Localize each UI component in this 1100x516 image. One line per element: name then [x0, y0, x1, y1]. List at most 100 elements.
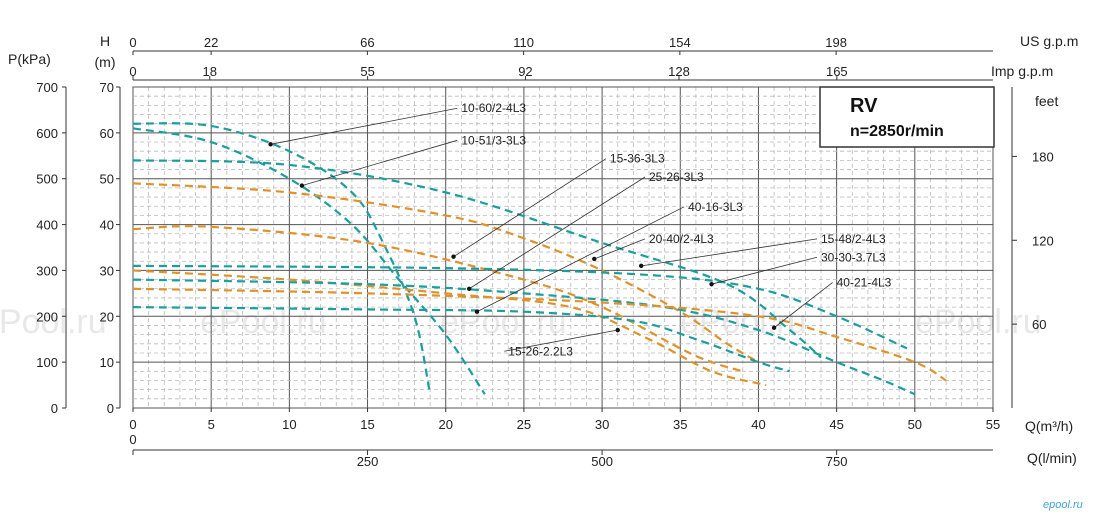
annotation-leader: [773, 282, 833, 329]
annotation-leader: [453, 158, 607, 258]
feet-axis-label: feet: [1035, 93, 1058, 109]
imp-tick-label: 165: [826, 64, 848, 79]
curve-40-21-4L3: [132, 287, 947, 382]
lmin-axis-label: Q(l/min): [1027, 450, 1077, 466]
lmin-tick-label: 750: [826, 454, 848, 469]
annotation-dot: [474, 309, 480, 314]
imp-tick-label: 0: [129, 64, 136, 79]
annotation-label: 15-26-2.2L3: [508, 344, 573, 358]
annotation-label: 40-16-3L3: [688, 200, 743, 214]
feet-tick-label: 180: [1032, 149, 1054, 164]
annotation-label: 15-36-3L3: [610, 152, 665, 166]
h-tick-label: 0: [107, 401, 114, 416]
h-tick-label: 30: [100, 263, 114, 278]
kpa-tick-label: 600: [36, 126, 58, 141]
annotation-leader: [468, 176, 646, 290]
lmin-tick-label: 250: [357, 454, 379, 469]
site-mark: epool.ru: [1043, 499, 1083, 511]
annotation-leader: [594, 238, 646, 260]
annotation-label: 30-30-3.7L3: [821, 250, 886, 264]
curve-10-51/3-3L3: [132, 127, 486, 395]
imp-axis-label: Imp g.p.m: [991, 63, 1053, 79]
h-tick-label: 70: [100, 80, 114, 95]
x-tick-label: 5: [208, 417, 215, 432]
curve-15-26-2.2L3: [132, 306, 791, 373]
watermark: ePool.ru: [440, 303, 567, 341]
x-tick-label: 50: [908, 417, 922, 432]
us-tick-label: 198: [825, 35, 847, 50]
annotations: 10-60/2-4L3 10-51/3-3L3 15-36-3L3 25-26-3L3…: [268, 101, 892, 358]
h-axis-unit: (m): [95, 54, 116, 70]
watermark: ePool.ru: [0, 303, 107, 341]
annotation-dot: [299, 183, 305, 188]
x-tick-label: 15: [360, 417, 374, 432]
annotation-label: 15-48/2-4L3: [821, 232, 886, 246]
x-tick-label: 10: [282, 417, 296, 432]
annotation-leader: [301, 139, 458, 186]
annotation-dot: [615, 327, 620, 333]
imp-tick-label: 92: [518, 64, 532, 79]
annotation-dot: [638, 263, 644, 269]
lmin-tick-label: 500: [591, 454, 613, 469]
curves: [132, 122, 947, 396]
annotation-leader: [476, 206, 685, 313]
curve-25-26-3L3: [132, 182, 760, 364]
annotation-label: 40-21-4L3: [837, 275, 892, 289]
annotation-dot: [592, 256, 597, 262]
annotation-dot: [771, 325, 777, 330]
x-tick-label: 25: [517, 417, 531, 432]
annotation-label: 10-51/3-3L3: [461, 133, 526, 147]
imp-tick-label: 128: [668, 64, 690, 79]
us-tick-label: 66: [360, 35, 374, 50]
curve-40-16-3L3: [132, 225, 744, 373]
annotation-label: 25-26-3L3: [649, 170, 704, 184]
annotation-leader: [504, 329, 618, 352]
us-tick-label: 110: [513, 35, 534, 50]
watermark: ePool.ru: [915, 303, 1042, 341]
imp-tick-label: 55: [360, 64, 374, 79]
us-axis-label: US g.p.m: [1020, 33, 1078, 49]
kpa-tick-label: 100: [36, 355, 58, 370]
curve-10-60/2-4L3: [132, 122, 432, 395]
chart-title: RV: [850, 95, 878, 117]
us-tick-label: 22: [204, 35, 218, 50]
x-tick-label: 20: [438, 417, 452, 432]
h-axis-label: H: [100, 33, 110, 49]
kpa-tick-label: 200: [36, 309, 58, 324]
annotation-dot: [451, 254, 456, 259]
h-tick-label: 10: [100, 355, 114, 370]
imp-tick-label: 18: [203, 64, 217, 79]
title-box: RV n=2850r/min: [819, 86, 995, 148]
kpa-axis-label: P(kPa): [8, 51, 51, 67]
title-box-frame: [819, 86, 995, 148]
x-tick-label: 30: [595, 417, 609, 432]
chart-subtitle: n=2850r/min: [850, 123, 944, 140]
curve-15-36-3L3: [132, 159, 822, 359]
kpa-tick-label: 400: [36, 218, 58, 233]
h-tick-label: 20: [100, 309, 114, 324]
kpa-tick-label: 0: [51, 401, 58, 416]
annotation-leader: [711, 256, 818, 285]
x-tick-label: 40: [751, 417, 765, 432]
x-axis-label: Q(m³/h): [1025, 418, 1073, 434]
x-tick-label: 0: [129, 417, 136, 432]
h-tick-label: 50: [100, 172, 114, 187]
x-tick-label: 55: [986, 417, 1000, 432]
kpa-tick-label: 700: [36, 80, 58, 95]
feet-tick-label: 60: [1032, 317, 1046, 332]
annotation-dot: [709, 281, 714, 287]
lmin-tick-label: 0: [129, 432, 136, 447]
annotation-leader: [641, 238, 818, 267]
x-tick-label: 45: [829, 417, 843, 432]
grid: [132, 86, 994, 409]
curve-15-48/2-4L3: [132, 264, 908, 350]
annotation-leader: [270, 107, 458, 145]
annotation-label: 20-40/2-4L3: [649, 232, 714, 246]
annotation-dot: [268, 142, 273, 147]
annotation-dot: [466, 286, 472, 291]
h-tick-label: 60: [100, 126, 114, 141]
x-tick-label: 35: [673, 417, 687, 432]
